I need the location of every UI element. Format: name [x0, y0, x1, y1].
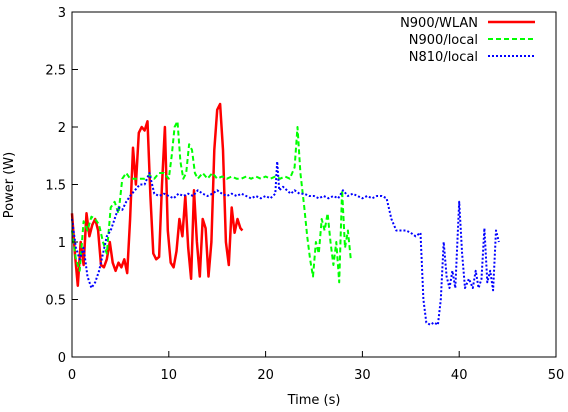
ticks-layer: 0 10 20 30 40 50 0 0.5 1 1.5 2 2.5 3: [45, 6, 564, 383]
y-tick-label: 2: [58, 121, 66, 136]
series-line-1: [71, 120, 352, 284]
x-tick-label: 10: [161, 368, 178, 383]
legend-label: N810/local: [409, 50, 478, 65]
x-tick-label: 20: [257, 368, 274, 383]
x-tick-label: 30: [354, 368, 371, 383]
y-tick-label: 3: [58, 6, 66, 21]
series-layer: [70, 102, 500, 326]
y-tick-label: 1: [58, 236, 66, 251]
y-tick-label: 0.5: [45, 294, 66, 309]
x-tick-label: 40: [451, 368, 468, 383]
x-axis-title: Time (s): [287, 393, 341, 408]
x-tick-label: 0: [68, 368, 76, 383]
legend: N900/WLAN N900/local N810/local: [400, 16, 535, 65]
y-tick-label: 0: [58, 351, 66, 366]
y-axis-title: Power (W): [2, 152, 17, 218]
series-line-0: [70, 102, 244, 287]
series-line-2: [71, 160, 500, 326]
y-tick-label: 2.5: [45, 64, 66, 79]
legend-entries: N900/WLAN N900/local N810/local: [400, 16, 535, 65]
y-tick-label: 1.5: [45, 179, 66, 194]
legend-label: N900/local: [409, 33, 478, 48]
legend-label: N900/WLAN: [400, 16, 478, 31]
x-tick-label: 50: [548, 368, 565, 383]
